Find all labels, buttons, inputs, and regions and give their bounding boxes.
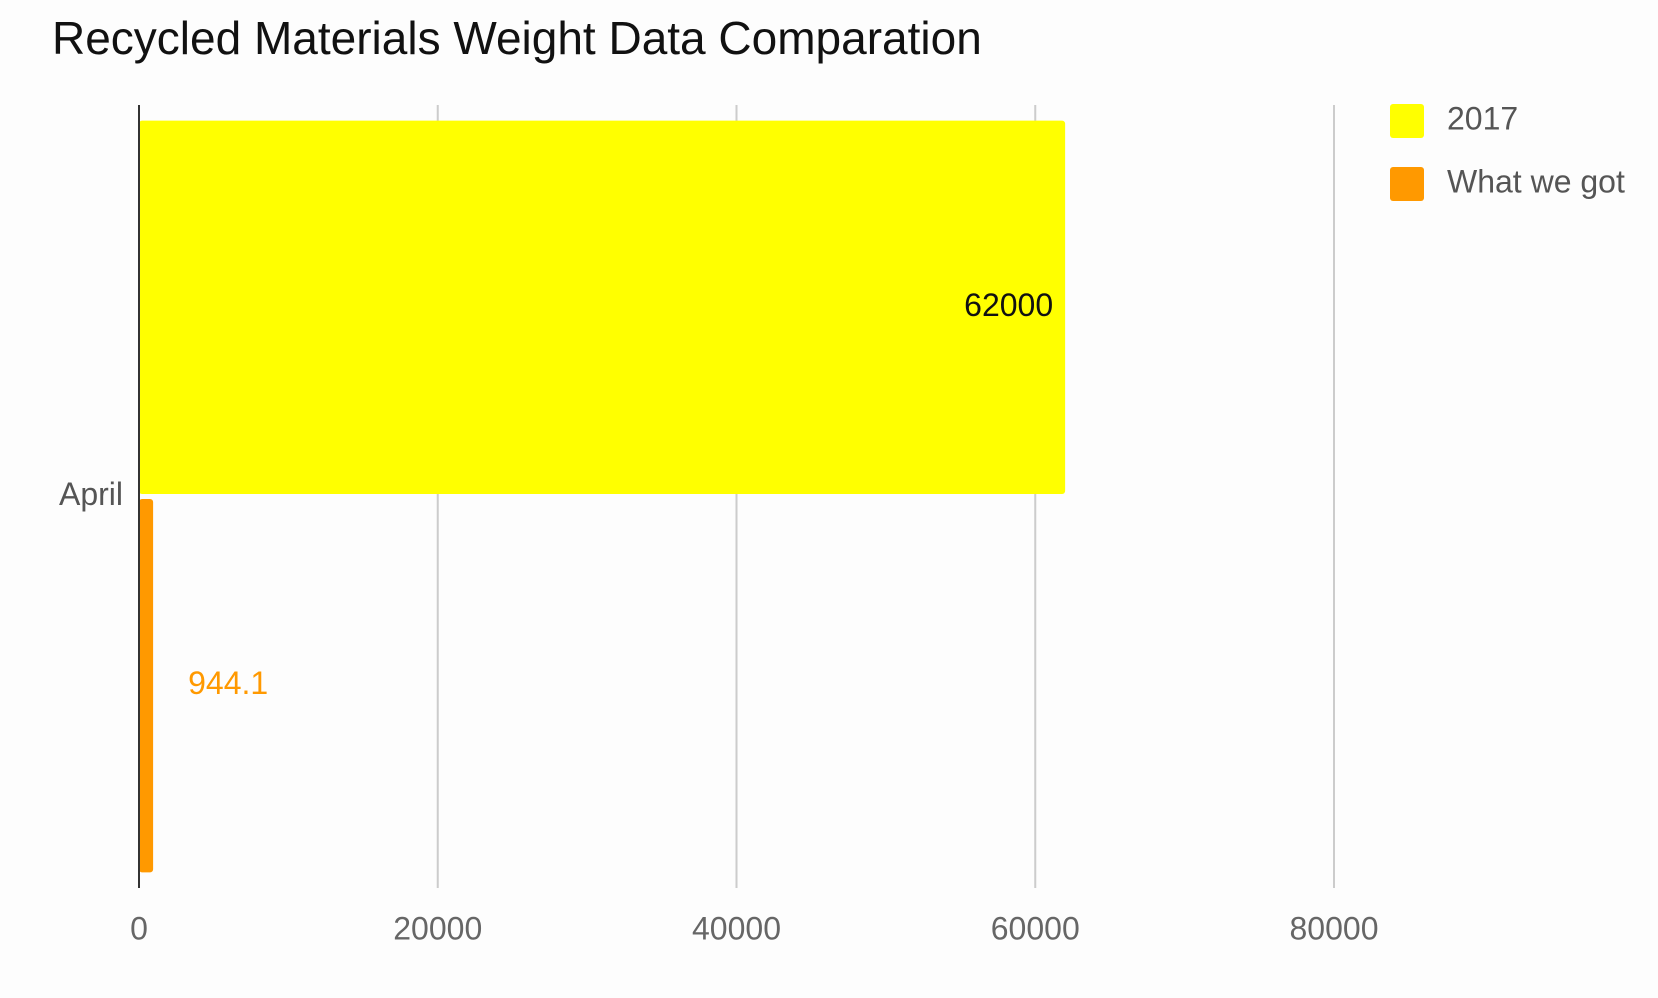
x-tick-label: 80000	[1290, 910, 1379, 946]
x-tick-label: 20000	[393, 910, 482, 946]
x-tick-label: 40000	[692, 910, 781, 946]
x-tick-label: 0	[130, 910, 148, 946]
legend-swatch	[1390, 167, 1424, 201]
y-tick-label: April	[59, 476, 123, 512]
data-label: 62000	[964, 287, 1053, 323]
legend-label: 2017	[1447, 100, 1518, 136]
bar	[139, 120, 1066, 494]
x-tick-label: 60000	[991, 910, 1080, 946]
legend-swatch	[1390, 104, 1424, 138]
data-label: 944.1	[188, 665, 268, 701]
chart-title: Recycled Materials Weight Data Comparati…	[52, 12, 982, 64]
legend-label: What we got	[1447, 163, 1625, 199]
bar	[139, 499, 154, 873]
